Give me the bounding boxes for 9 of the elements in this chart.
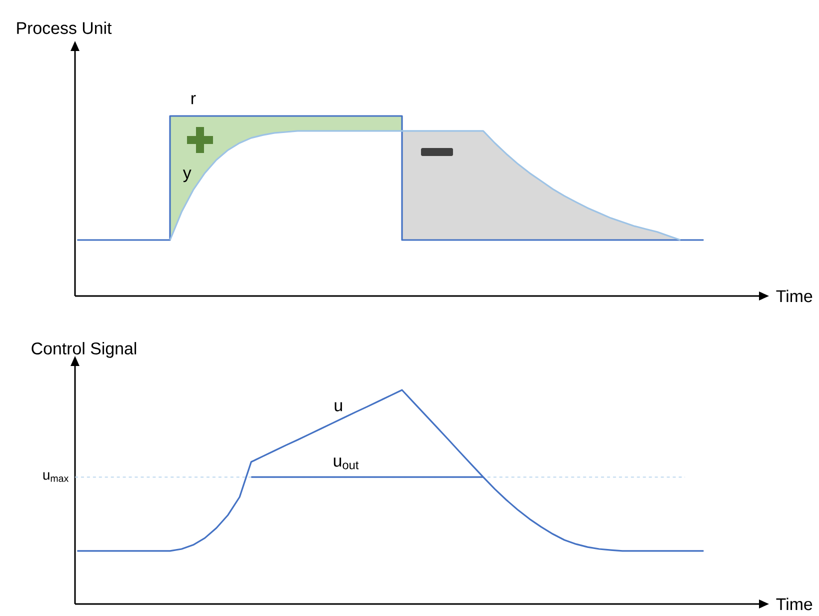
ref-line-label: u$_{max}$ <box>43 472 69 482</box>
y-axis-title: Control Signal <box>32 342 136 358</box>
series-label: r <box>192 95 196 104</box>
series-label: u$_{out}$ <box>334 458 359 470</box>
series-label: u <box>334 402 342 412</box>
series-label: y <box>182 170 192 182</box>
x-axis-title: Time <box>776 598 812 610</box>
x-axis-title: Time <box>776 290 812 302</box>
y-axis-title: Process Unit <box>17 22 112 34</box>
